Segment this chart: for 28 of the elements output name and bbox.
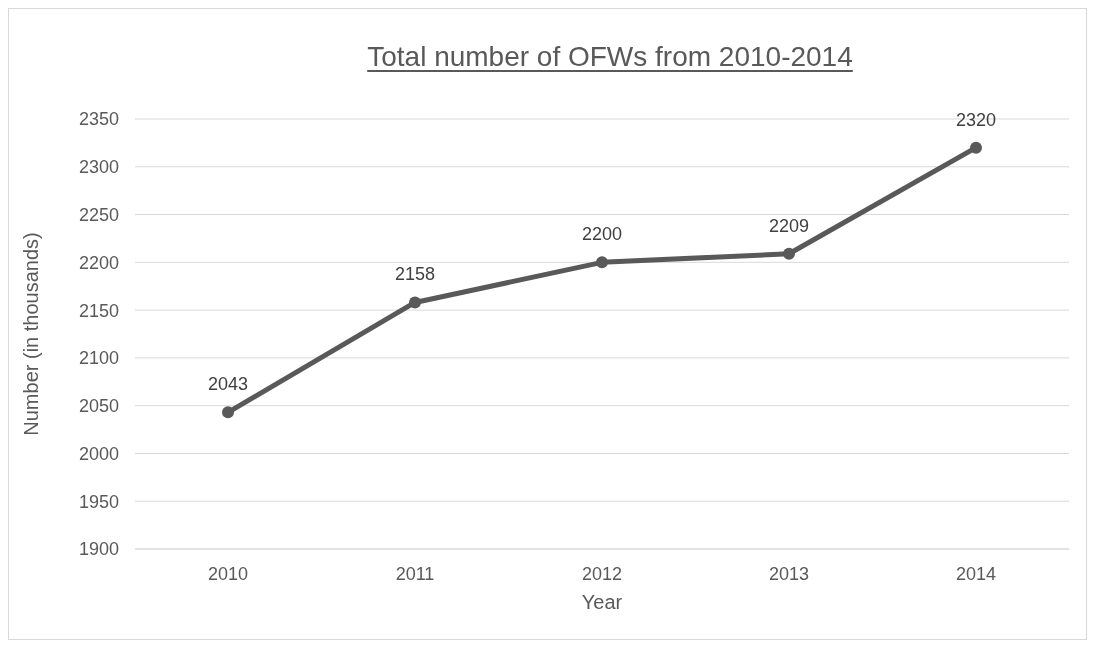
chart-title: Total number of OFWs from 2010-2014	[366, 41, 854, 73]
y-tick-label: 2150	[78, 300, 119, 321]
x-tick-label: 2010	[207, 563, 249, 584]
point	[970, 141, 982, 154]
y-tick-label: 2250	[78, 204, 119, 225]
y-tick-label: 2350	[78, 109, 119, 130]
x-axis-title: Year	[581, 591, 623, 613]
data-label: 2320	[955, 109, 997, 130]
point	[596, 256, 608, 269]
point	[222, 406, 234, 419]
y-tick-label: 2000	[78, 443, 119, 464]
y-tick-label: 1900	[78, 539, 119, 560]
y-tick-label: 2050	[78, 396, 119, 417]
point	[783, 247, 795, 260]
y-tick-label: 2300	[78, 157, 119, 178]
point	[409, 296, 421, 309]
x-tick-label: 2013	[768, 563, 810, 584]
data-label: 2200	[581, 224, 623, 245]
x-tick-label: 2012	[581, 563, 623, 584]
y-tick-label: 2200	[78, 252, 119, 273]
data-label: 2209	[768, 215, 810, 236]
y-tick-label: 1950	[78, 491, 119, 512]
x-tick-label: 2014	[955, 563, 997, 584]
y-tick-label: 2100	[78, 348, 119, 369]
y-axis-title: Number (in thousands)	[20, 232, 43, 436]
x-tick-label: 2011	[395, 563, 435, 584]
data-label: 2158	[394, 264, 436, 285]
data-label: 2043	[207, 374, 249, 395]
